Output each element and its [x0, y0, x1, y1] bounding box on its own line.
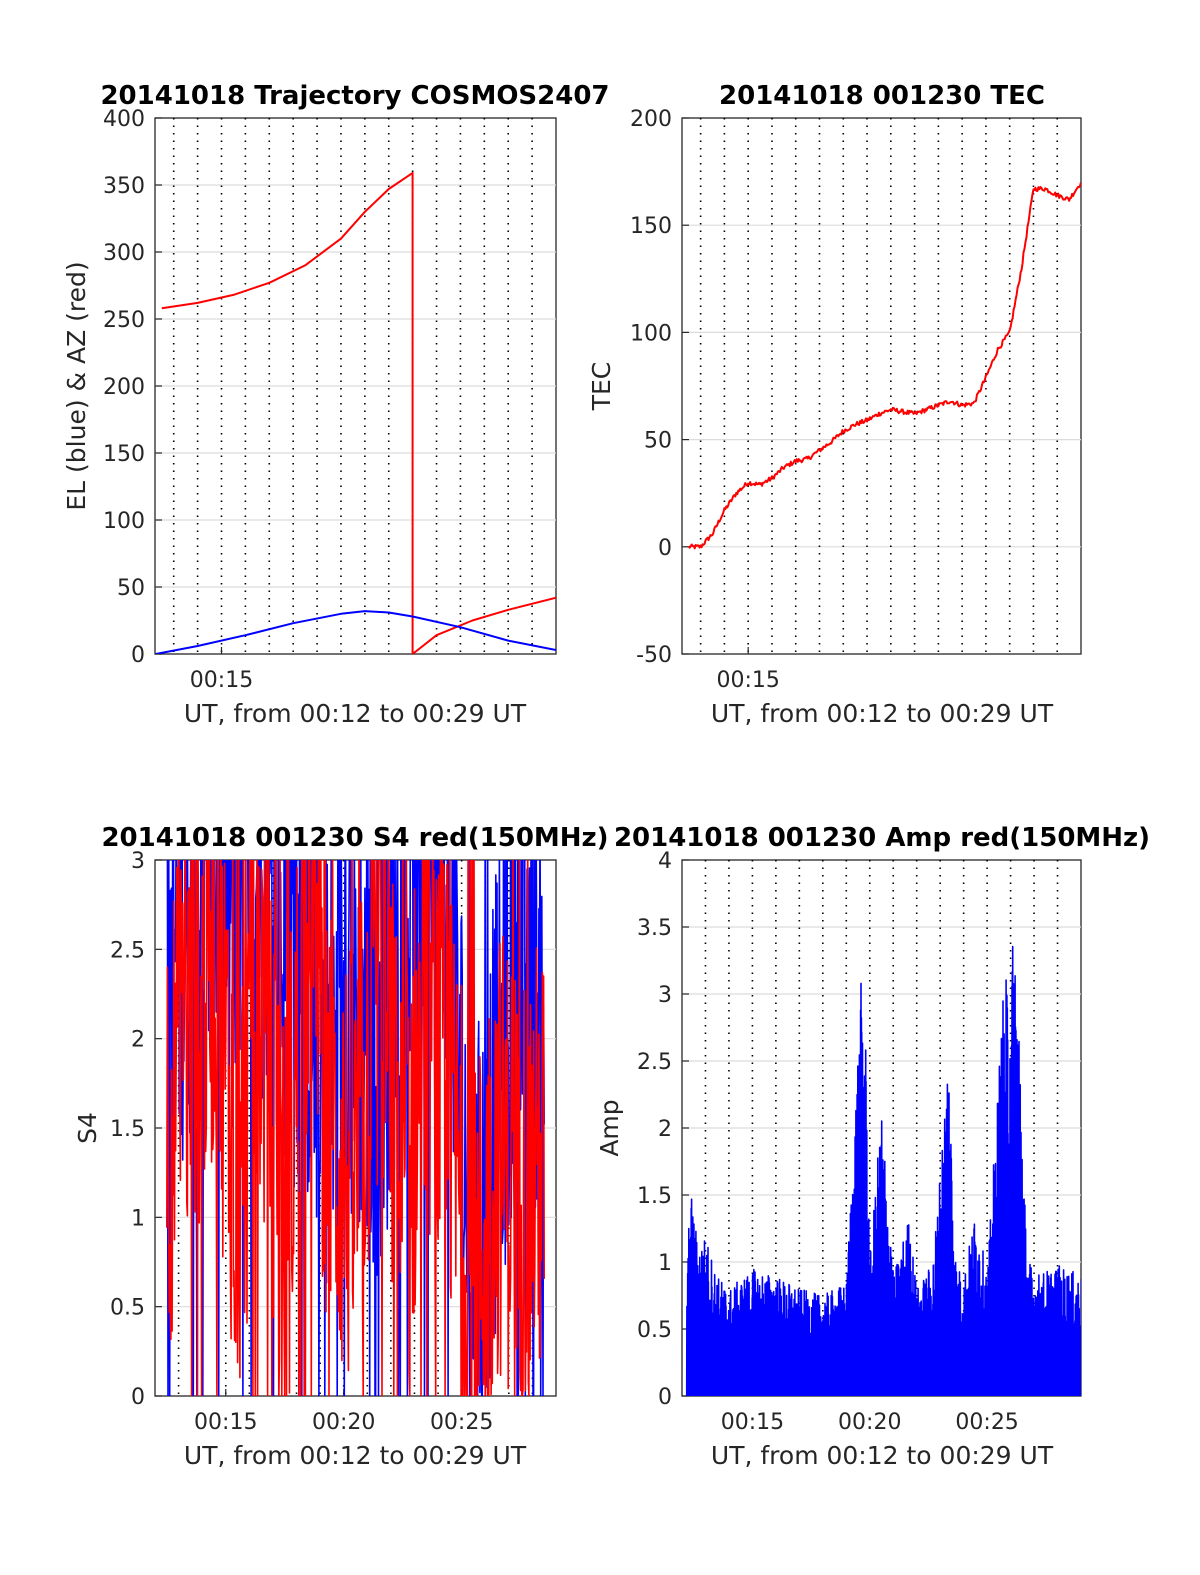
- y-tick-label: 0: [131, 643, 145, 668]
- y-tick-label: 150: [630, 214, 672, 239]
- y-tick-label: 150: [103, 442, 145, 467]
- panel-amp: 20141018 001230 Amp red(150MHz) 0 0.5 1 1.5…: [595, 823, 1150, 1470]
- panel-s4: 20141018 001230 S4 red(150MHz) 0 0.5 1 1.5 2…: [73, 823, 609, 1470]
- y-tick-label: 350: [103, 174, 145, 199]
- y-tick-label: 1.5: [110, 1117, 145, 1142]
- y-axis: 0 0.5 1 1.5 2 2.5 3: [110, 849, 162, 1410]
- x-tick-label: 00:20: [312, 1410, 375, 1435]
- y-tick-label: 0.5: [637, 1318, 672, 1343]
- x-axis-label: UT, from 00:12 to 00:29 UT: [711, 699, 1054, 728]
- y-tick-label: 50: [644, 429, 672, 454]
- y-tick-label: 250: [103, 308, 145, 333]
- y-tick-label: 2: [658, 1117, 672, 1142]
- x-tick-label: 00:25: [430, 1410, 493, 1435]
- panel-trajectory: 20141018 Trajectory COSMOS2407 0 50 100 150…: [62, 81, 610, 728]
- x-tick-label: 00:15: [716, 668, 779, 693]
- y-tick-label: 4: [658, 849, 672, 874]
- series-layer: [685, 945, 1081, 1396]
- series-layer: [166, 860, 545, 1396]
- y-tick-label: 3: [131, 849, 145, 874]
- x-axis: 00:15 00:20 00:25: [194, 1389, 493, 1435]
- y-tick-label: 2.5: [637, 1050, 672, 1075]
- y-tick-label: 3.5: [637, 916, 672, 941]
- y-tick-label: 2: [131, 1028, 145, 1053]
- y-axis: -50 0 50 100 150 200: [630, 107, 689, 668]
- y-tick-label: 0: [658, 536, 672, 561]
- series-layer: [155, 171, 556, 654]
- series-line-red: [161, 171, 556, 654]
- x-axis: 00:15: [716, 647, 780, 693]
- plot-area: [681, 117, 1082, 655]
- chart-title: 20141018 001230 TEC: [719, 81, 1045, 111]
- y-axis-label: TEC: [587, 362, 616, 412]
- y-axis-label: EL (blue) & AZ (red): [62, 261, 91, 510]
- series-line-red: [687, 182, 1081, 550]
- y-tick-label: 300: [103, 241, 145, 266]
- x-axis-label: UT, from 00:12 to 00:29 UT: [711, 1441, 1054, 1470]
- y-axis: 0 0.5 1 1.5 2 2.5 3 3.5 4: [637, 849, 689, 1410]
- x-tick-label: 00:20: [838, 1410, 901, 1435]
- y-tick-label: 200: [103, 375, 145, 400]
- y-tick-label: 0: [131, 1385, 145, 1410]
- y-tick-label: 400: [103, 107, 145, 132]
- series-line-blue: [685, 945, 1081, 1396]
- y-tick-label: 200: [630, 107, 672, 132]
- series-layer: [687, 182, 1081, 550]
- x-tick-label: 00:15: [721, 1410, 784, 1435]
- x-tick-label: 00:15: [194, 1410, 257, 1435]
- y-tick-label: 50: [117, 576, 145, 601]
- grid: [155, 118, 556, 654]
- y-tick-label: 0: [658, 1385, 672, 1410]
- x-axis-label: UT, from 00:12 to 00:29 UT: [184, 1441, 527, 1470]
- x-axis: 00:15: [190, 647, 253, 693]
- series-line-blue: [166, 860, 545, 1396]
- grid: [682, 118, 1081, 654]
- series-line-blue: [155, 610, 556, 654]
- y-axis-label: S4: [73, 1112, 102, 1144]
- chart-title: 20141018 001230 Amp red(150MHz): [614, 823, 1150, 853]
- chart-title: 20141018 Trajectory COSMOS2407: [100, 81, 609, 111]
- x-axis: 00:15 00:20 00:25: [721, 1389, 1019, 1435]
- y-axis-label: Amp: [595, 1099, 624, 1156]
- y-tick-label: 1.5: [637, 1184, 672, 1209]
- y-tick-label: 100: [630, 321, 672, 346]
- chart-title: 20141018 001230 S4 red(150MHz): [101, 823, 608, 853]
- panel-tec: 20141018 001230 TEC -50 0 50 100 150 200 00:1…: [587, 81, 1082, 728]
- y-tick-label: 0.5: [110, 1296, 145, 1321]
- y-tick-label: 2.5: [110, 938, 145, 963]
- x-tick-label: 00:15: [190, 668, 253, 693]
- y-tick-label: 1: [658, 1251, 672, 1276]
- x-tick-label: 00:25: [955, 1410, 1018, 1435]
- x-axis-label: UT, from 00:12 to 00:29 UT: [184, 699, 527, 728]
- y-tick-label: 100: [103, 509, 145, 534]
- y-tick-label: 3: [658, 983, 672, 1008]
- series-line-red: [166, 860, 545, 1396]
- y-axis: 0 50 100 150 200 250 300 350 400: [103, 107, 162, 668]
- y-tick-label: -50: [636, 643, 672, 668]
- y-tick-label: 1: [131, 1206, 145, 1231]
